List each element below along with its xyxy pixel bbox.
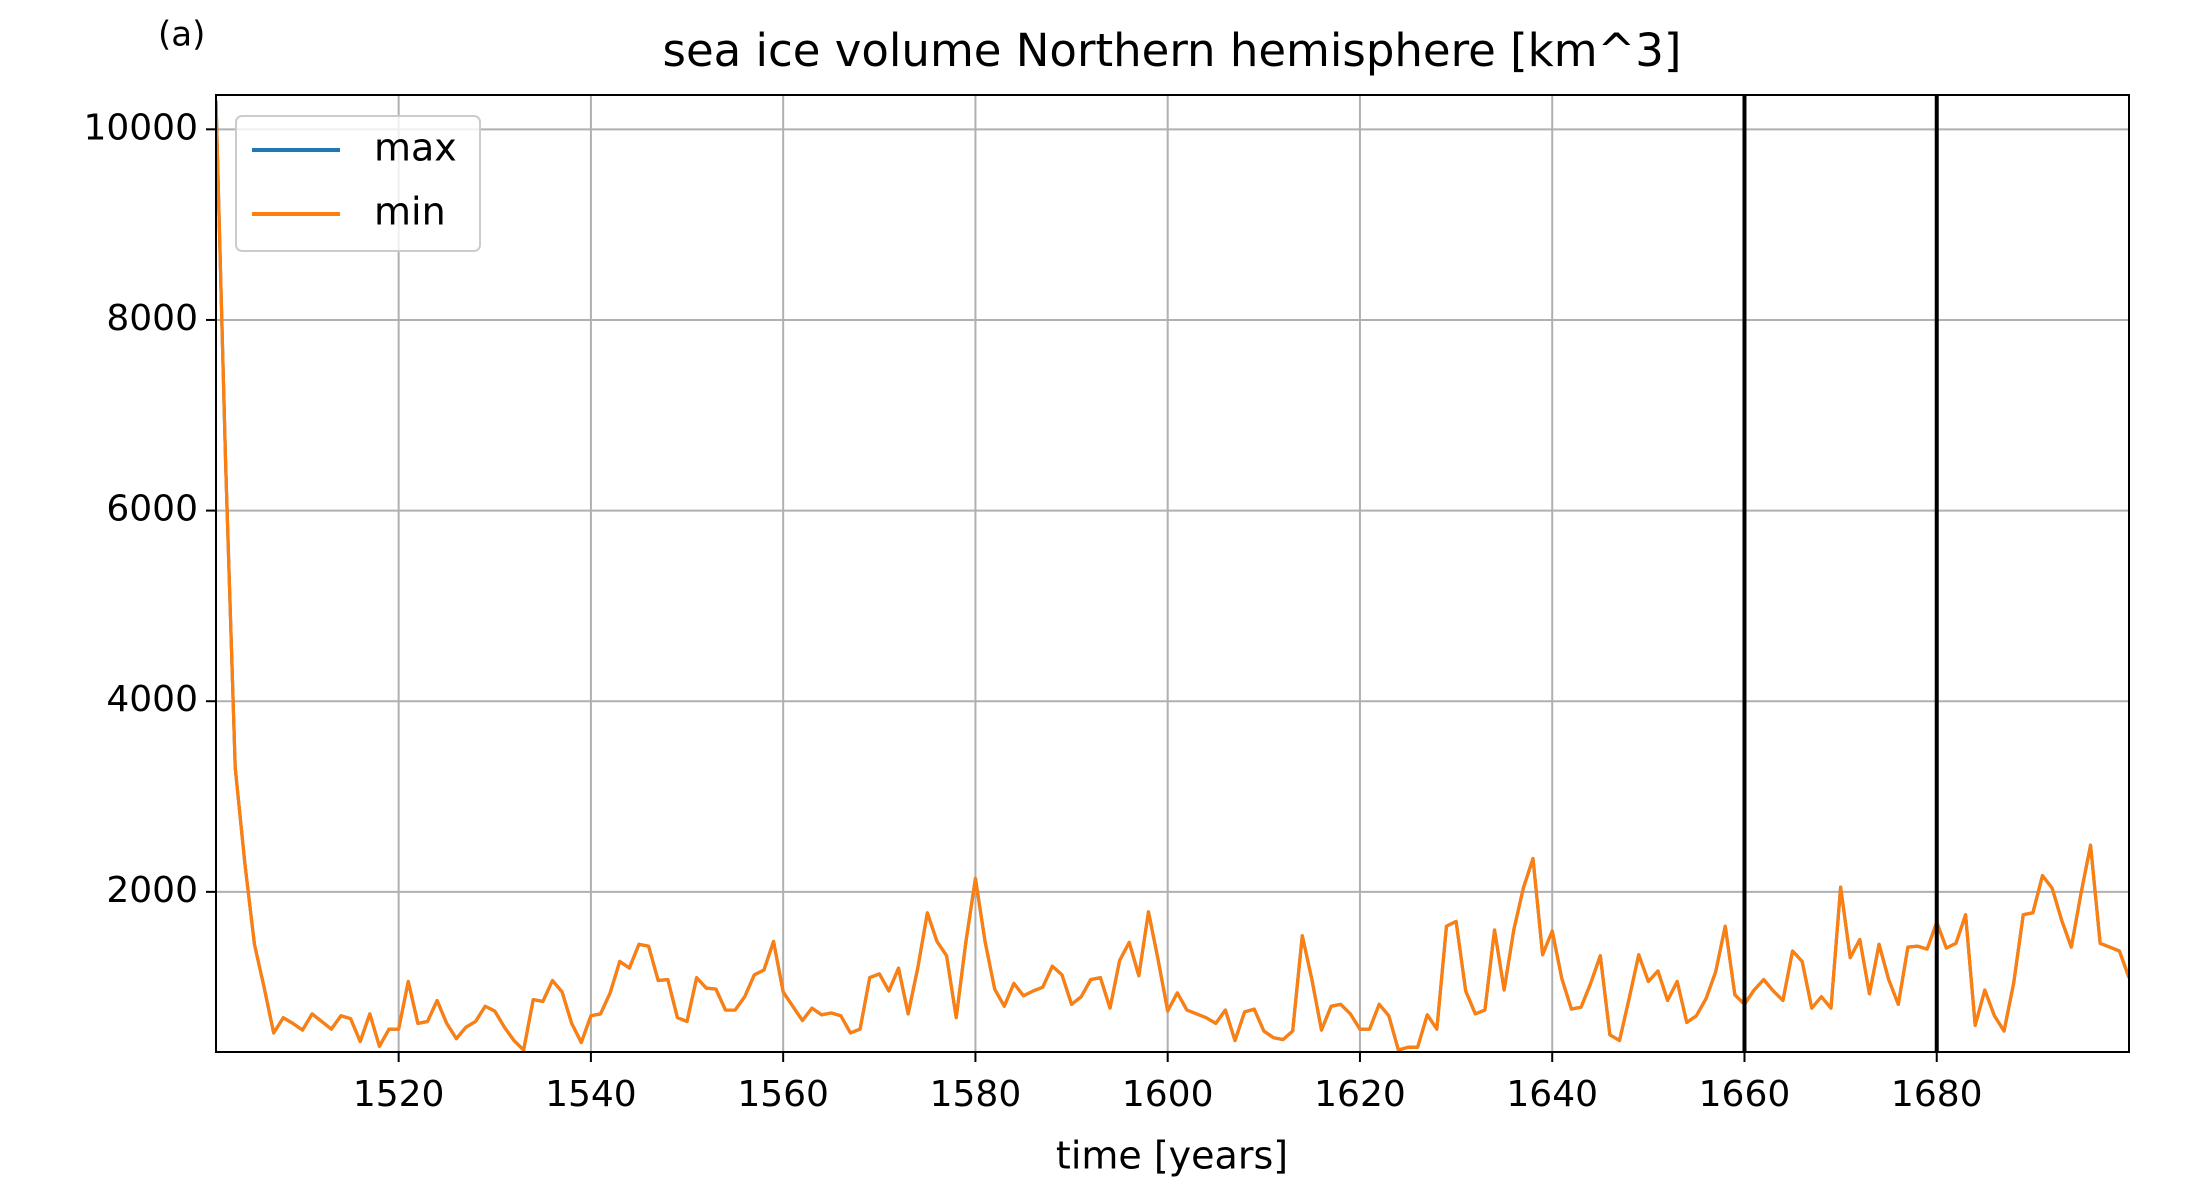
x-tick-label: 1540	[545, 1074, 637, 1115]
x-tick-label: 1620	[1314, 1074, 1406, 1115]
chart-title: sea ice volume Northern hemisphere [km^3…	[663, 24, 1682, 77]
x-tick-label: 1560	[737, 1074, 829, 1115]
plot-frame	[215, 94, 2130, 1053]
x-tick-label: 1680	[1891, 1074, 1983, 1115]
x-tick-label: 1660	[1699, 1074, 1791, 1115]
x-tick-label: 1640	[1506, 1074, 1598, 1115]
x-tick-label: 1520	[353, 1074, 445, 1115]
x-axis-label: time [years]	[1056, 1134, 1288, 1178]
y-tick-label: 4000	[106, 679, 198, 720]
y-tick-label: 6000	[106, 489, 198, 530]
data-line	[216, 100, 2129, 1052]
legend-label: min	[374, 190, 446, 234]
x-tick-label: 1600	[1122, 1074, 1214, 1115]
y-tick-label: 10000	[83, 107, 198, 148]
y-tick-label: 2000	[106, 870, 198, 911]
y-tick-label: 8000	[106, 298, 198, 339]
panel-label: (a)	[158, 15, 205, 55]
legend-label: max	[374, 126, 457, 170]
x-tick-label: 1580	[930, 1074, 1022, 1115]
